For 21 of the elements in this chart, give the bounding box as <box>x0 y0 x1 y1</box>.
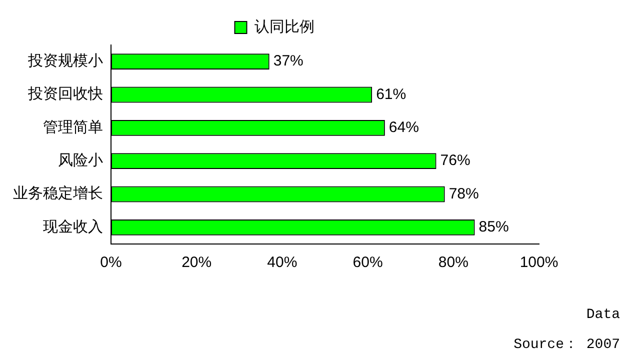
x-tick-label: 80% <box>438 254 468 272</box>
data-label: 64% <box>388 119 419 136</box>
x-tick-label: 100% <box>520 254 558 272</box>
legend-label: 认同比例 <box>254 17 314 36</box>
x-tick-label: 40% <box>267 254 298 272</box>
data-label: 85% <box>478 218 509 236</box>
y-tick-label: 管理简单 <box>43 118 103 136</box>
x-tick-label: 20% <box>182 254 212 272</box>
data-label: 61% <box>376 86 406 103</box>
source-note: Source： 2007 <box>514 337 620 353</box>
x-tick-label: 60% <box>352 254 383 272</box>
y-tick-label: 投资回收快 <box>27 84 103 103</box>
y-tick-label: 业务稳定增长 <box>13 184 103 202</box>
text: Data <box>586 307 620 323</box>
data-label: 76% <box>440 152 470 170</box>
y-tick-label: 投资规模小 <box>27 51 103 70</box>
y-tick-label: 风险小 <box>58 150 103 169</box>
data-label: 37% <box>273 52 304 70</box>
data-label: 78% <box>448 185 479 202</box>
y-tick-label: 现金收入 <box>43 217 103 236</box>
x-tick-label: 0% <box>100 254 122 272</box>
